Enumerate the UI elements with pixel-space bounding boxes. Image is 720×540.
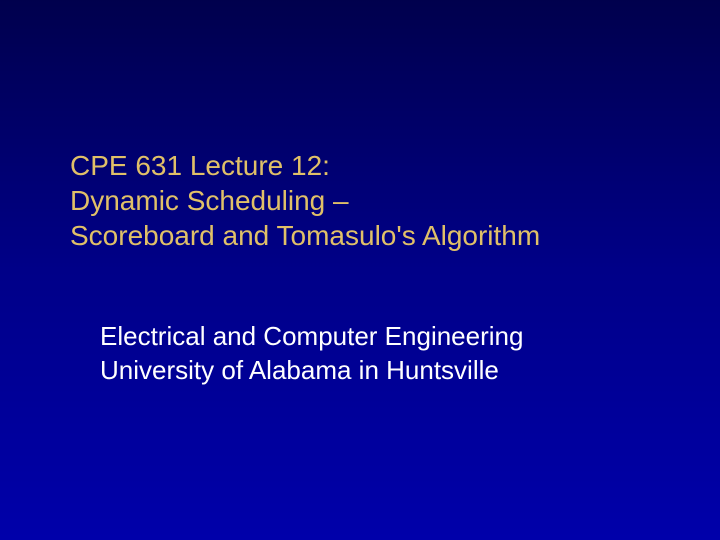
slide-container: CPE 631 Lecture 12: Dynamic Scheduling –… — [0, 0, 720, 540]
title-line-2: Dynamic Scheduling – — [70, 183, 660, 218]
subtitle-block: Electrical and Computer Engineering Univ… — [100, 320, 660, 388]
subtitle-line-2: University of Alabama in Huntsville — [100, 354, 660, 388]
subtitle-line-1: Electrical and Computer Engineering — [100, 320, 660, 354]
title-line-1: CPE 631 Lecture 12: — [70, 148, 660, 183]
title-block: CPE 631 Lecture 12: Dynamic Scheduling –… — [70, 148, 660, 253]
title-line-3: Scoreboard and Tomasulo's Algorithm — [70, 218, 660, 253]
